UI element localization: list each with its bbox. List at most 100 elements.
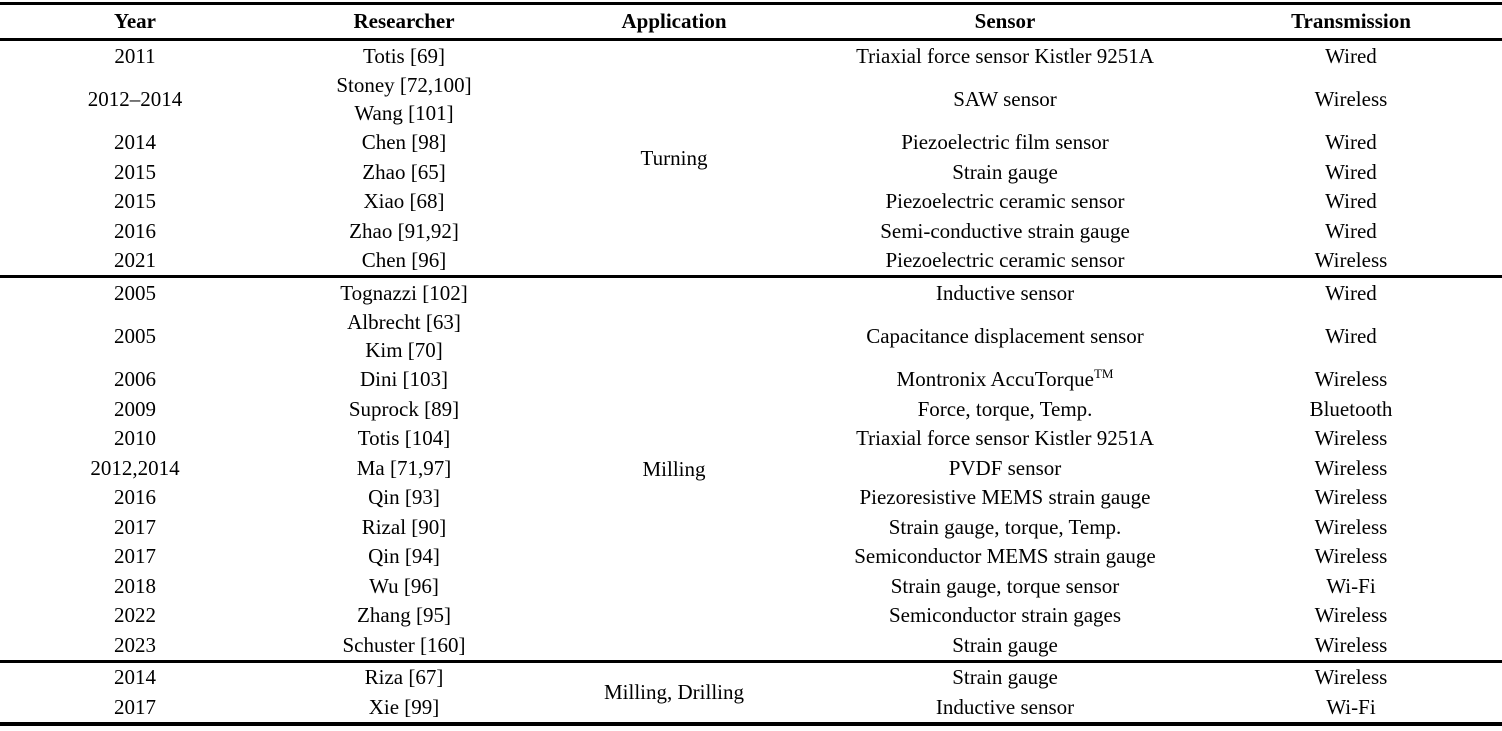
sensor-cell: Inductive sensor bbox=[810, 277, 1200, 308]
sensor-text: Triaxial force sensor Kistler 9251A bbox=[856, 43, 1154, 68]
year-cell: 2010 bbox=[114, 426, 156, 450]
researcher-cell: Tognazzi [102] bbox=[270, 277, 538, 308]
researcher-name: Chen [98] bbox=[361, 130, 447, 154]
sensor-cell: Strain gauge bbox=[810, 630, 1200, 661]
researcher-name: Rizal [90] bbox=[361, 514, 447, 539]
transmission-cell: Wireless bbox=[1314, 86, 1388, 111]
column-header-application: Application bbox=[621, 9, 727, 33]
researcher-name: Suprock [89] bbox=[348, 396, 460, 421]
table-row: 2017 Xie [99] Inductive sensor Wi-Fi bbox=[0, 692, 1502, 724]
researcher-name: Chen [96] bbox=[361, 248, 447, 272]
researcher-cell: Qin [94] bbox=[270, 542, 538, 572]
sensor-cell: Montronix AccuTorqueTM bbox=[810, 365, 1200, 395]
year-cell: 2022 bbox=[114, 603, 156, 627]
researcher-cell: Xie [99] bbox=[270, 692, 538, 724]
year-cell: 2017 bbox=[114, 514, 156, 539]
sensor-text: Semiconductor MEMS strain gauge bbox=[854, 544, 1156, 568]
table-row: 2011 Totis [69] Turning Triaxial force sens… bbox=[0, 40, 1502, 170]
year-cell: 2017 bbox=[114, 694, 156, 719]
table-row: 2009 Suprock [89] Force, torque, Temp. Blue… bbox=[0, 394, 1502, 424]
researcher-name: Schuster [160] bbox=[342, 632, 466, 657]
table-row: 2023 Schuster [160] Strain gauge Wireless bbox=[0, 630, 1502, 661]
sensor-cell: Inductive sensor bbox=[810, 692, 1200, 724]
table-row: 2014 Chen [98] Piezoelectric film sensor Wi… bbox=[0, 128, 1502, 158]
trademark-superscript: TM bbox=[1093, 366, 1114, 381]
table-row: 2021 Chen [96] Piezoelectric ceramic senso… bbox=[0, 246, 1502, 277]
researcher-cell: Totis [104] bbox=[270, 424, 538, 454]
sensor-cell: SAW sensor bbox=[810, 71, 1200, 128]
researcher-name: Zhao [65] bbox=[362, 159, 446, 184]
year-cell: 2018 bbox=[114, 573, 156, 598]
researcher-cell: Qin [93] bbox=[270, 483, 538, 513]
researcher-name: Totis [69] bbox=[363, 43, 445, 68]
sensor-cell: Semiconductor strain gages bbox=[810, 601, 1200, 631]
transmission-cell: Wireless bbox=[1314, 367, 1388, 391]
sensor-cell: Strain gauge bbox=[810, 661, 1200, 692]
sensor-text: Force, torque, Temp. bbox=[917, 396, 1093, 421]
sensor-text: Piezoelectric film sensor bbox=[901, 130, 1109, 154]
researcher-cell: Suprock [89] bbox=[270, 394, 538, 424]
table-row: 2006 Dini [103] Montronix AccuTorqueTM Wire… bbox=[0, 365, 1502, 395]
year-cell: 2016 bbox=[114, 485, 156, 509]
table-row: 2016 Qin [93] Piezoresistive MEMS strain g… bbox=[0, 483, 1502, 513]
sensor-cell: Piezoelectric film sensor bbox=[810, 128, 1200, 158]
column-header-transmission: Transmission bbox=[1291, 9, 1411, 33]
researcher-name: Riza [67] bbox=[364, 665, 444, 689]
table-row: 2016 Zhao [91,92] Semi-conductive strain g… bbox=[0, 216, 1502, 246]
researcher-cell: Xiao [68] bbox=[270, 187, 538, 217]
researcher-cell: Albrecht [63] Kim [70] bbox=[270, 308, 538, 365]
sensor-cell: PVDF sensor bbox=[810, 453, 1200, 483]
table-row: 2015 Zhao [65] Strain gauge Wired bbox=[0, 157, 1502, 187]
transmission-cell: Bluetooth bbox=[1309, 396, 1393, 421]
researcher-cell: Chen [96] bbox=[270, 246, 538, 277]
table-row: 2015 Xiao [68] Piezoelectric ceramic senso… bbox=[0, 187, 1502, 217]
transmission-cell: Wired bbox=[1325, 189, 1377, 213]
sensor-text: PVDF sensor bbox=[948, 455, 1062, 480]
researcher-name: Zhang [95] bbox=[357, 603, 451, 627]
application-cell: Milling bbox=[642, 456, 706, 481]
table-row: 2005 Tognazzi [102] Milling Inductive senso… bbox=[0, 277, 1502, 481]
sensor-cell: Strain gauge, torque, Temp. bbox=[810, 512, 1200, 542]
researcher-cell: Riza [67] bbox=[270, 661, 538, 692]
researcher-cell: Ma [71,97] bbox=[270, 453, 538, 483]
sensor-cell: Strain gauge bbox=[810, 157, 1200, 187]
application-section: 2011 Totis [69] Turning Triaxial force sens… bbox=[0, 40, 1502, 277]
sensor-text: Semiconductor strain gages bbox=[888, 603, 1122, 627]
researcher-name: Zhao [91,92] bbox=[349, 218, 459, 243]
sensor-text: Inductive sensor bbox=[935, 694, 1075, 719]
sensor-cell: Capacitance displacement sensor bbox=[810, 308, 1200, 365]
researcher-cell: Totis [69] bbox=[270, 40, 538, 71]
researcher-cell: Zhao [65] bbox=[270, 157, 538, 187]
sensor-cell: Piezoresistive MEMS strain gauge bbox=[810, 483, 1200, 513]
researcher-cell: Zhang [95] bbox=[270, 601, 538, 631]
year-cell: 2014 bbox=[114, 130, 156, 154]
sensor-text: Montronix AccuTorque bbox=[896, 367, 1094, 391]
researcher-cell: Schuster [160] bbox=[270, 630, 538, 661]
sensor-cell: Semi-conductive strain gauge bbox=[810, 216, 1200, 246]
sensor-text: Triaxial force sensor Kistler 9251A bbox=[856, 426, 1154, 450]
sensor-cell: Semiconductor MEMS strain gauge bbox=[810, 542, 1200, 572]
researcher-cell: Dini [103] bbox=[270, 365, 538, 395]
table-row: 2010 Totis [104] Triaxial force sensor Kis… bbox=[0, 424, 1502, 454]
researcher-cell: Rizal [90] bbox=[270, 512, 538, 542]
application-cell: Milling, Drilling bbox=[603, 679, 744, 704]
year-cell: 2005 bbox=[114, 323, 156, 348]
year-cell: 2015 bbox=[114, 189, 156, 213]
year-cell: 2021 bbox=[114, 248, 156, 272]
transmission-cell: Wireless bbox=[1314, 544, 1388, 568]
researcher-cell: Chen [98] bbox=[270, 128, 538, 158]
researcher-name: Ma [71,97] bbox=[356, 455, 452, 480]
transmission-cell: Wireless bbox=[1314, 455, 1388, 480]
year-cell: 2009 bbox=[114, 396, 156, 421]
sensor-cell: Triaxial force sensor Kistler 9251A bbox=[810, 424, 1200, 454]
table-row: 2018 Wu [96] Strain gauge, torque sensor Wi… bbox=[0, 571, 1502, 601]
transmission-cell: Wireless bbox=[1314, 632, 1388, 657]
sensor-text: Semi-conductive strain gauge bbox=[880, 218, 1130, 243]
transmission-cell: Wired bbox=[1325, 43, 1377, 68]
year-cell: 2005 bbox=[114, 280, 156, 305]
sensor-cell: Piezoelectric ceramic sensor bbox=[810, 246, 1200, 277]
transmission-cell: Wired bbox=[1325, 280, 1377, 305]
sensor-text: Strain gauge bbox=[952, 665, 1058, 689]
sensor-text: Strain gauge, torque sensor bbox=[890, 573, 1120, 598]
